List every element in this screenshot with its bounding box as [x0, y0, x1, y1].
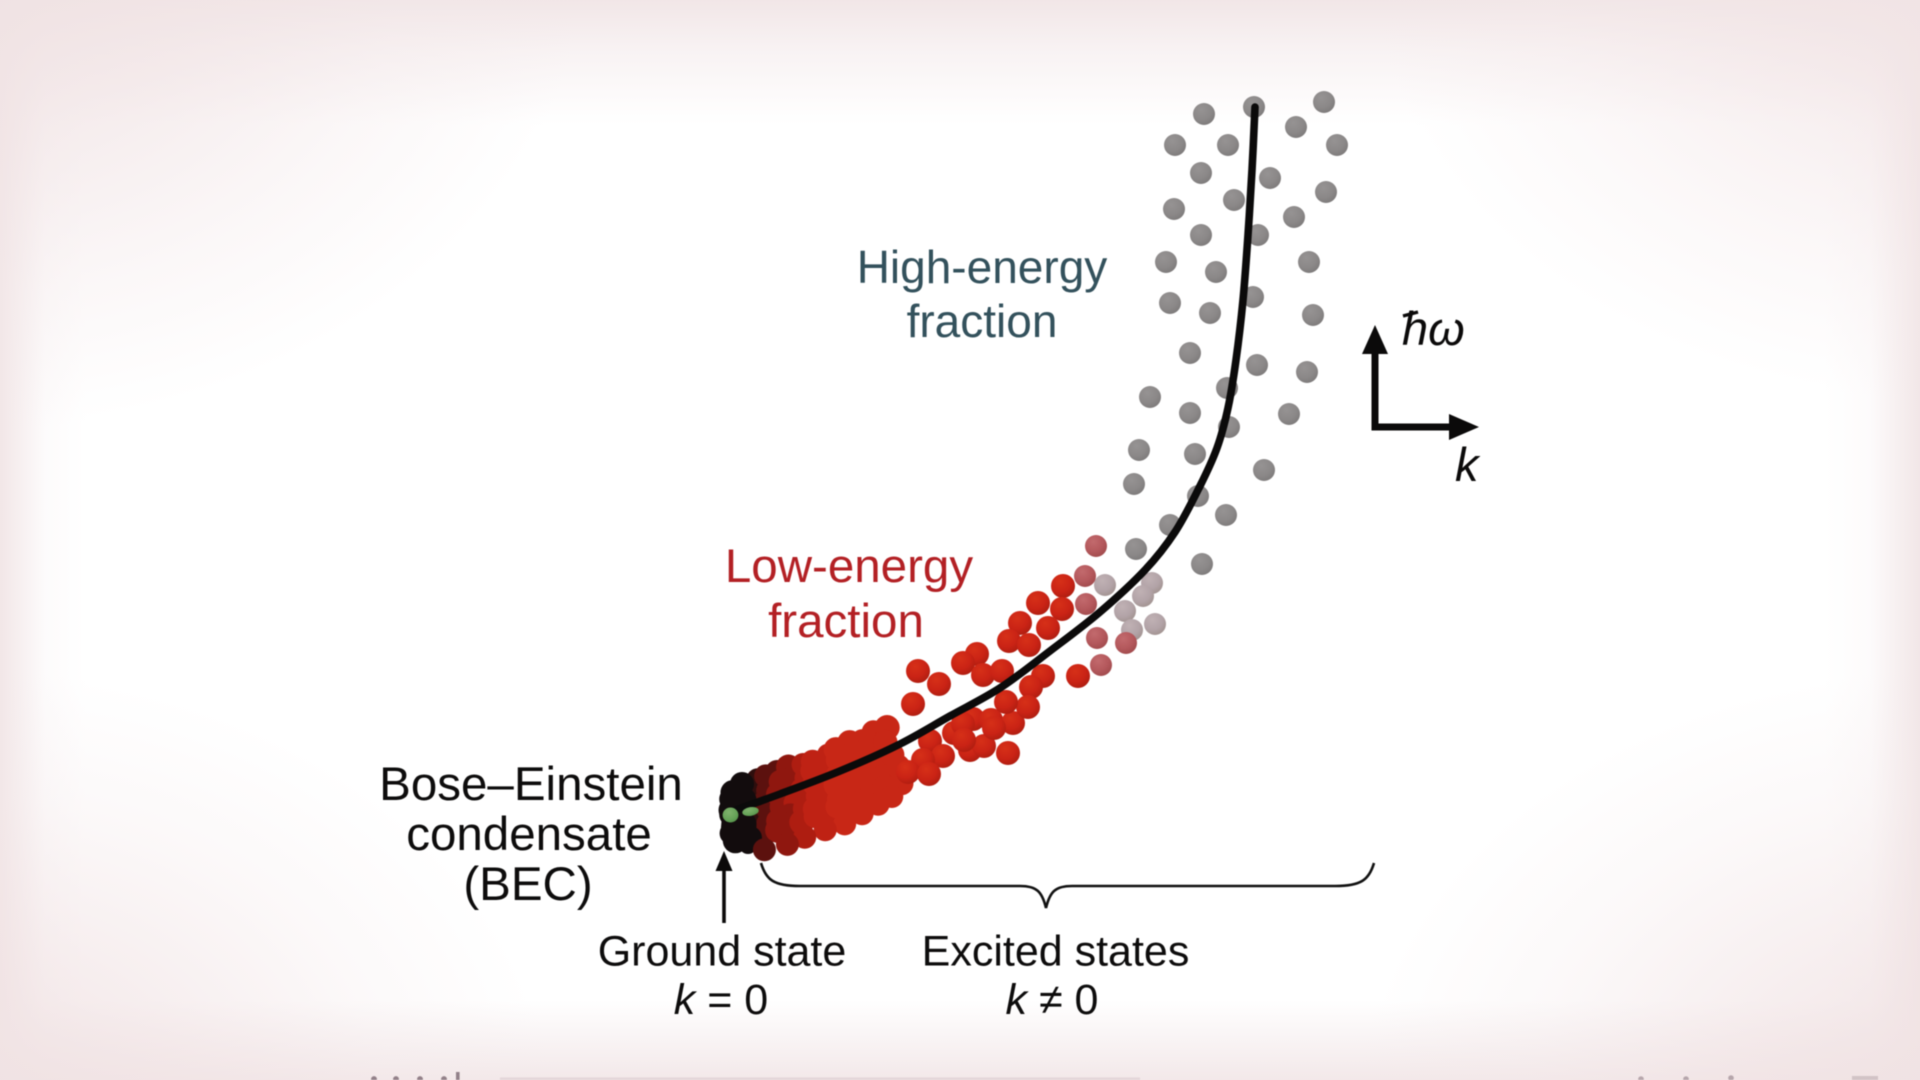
svg-text:Bose–Einstein: Bose–Einstein: [379, 758, 683, 811]
svg-text:fraction: fraction: [768, 595, 924, 648]
svg-text:k ≠ 0: k ≠ 0: [1006, 976, 1099, 1024]
svg-text:hω: hω: [1402, 302, 1465, 355]
svg-text:fraction: fraction: [907, 295, 1058, 347]
svg-text:condensate: condensate: [406, 808, 652, 861]
svg-text:High-energy: High-energy: [857, 241, 1108, 293]
svg-text:k: k: [1455, 438, 1481, 491]
svg-text:(BEC): (BEC): [463, 858, 592, 911]
svg-text:Low-energy: Low-energy: [725, 540, 973, 593]
svg-text:Excited states: Excited states: [922, 928, 1190, 976]
svg-text:k = 0: k = 0: [674, 976, 768, 1024]
svg-text:Ground state: Ground state: [598, 928, 847, 976]
